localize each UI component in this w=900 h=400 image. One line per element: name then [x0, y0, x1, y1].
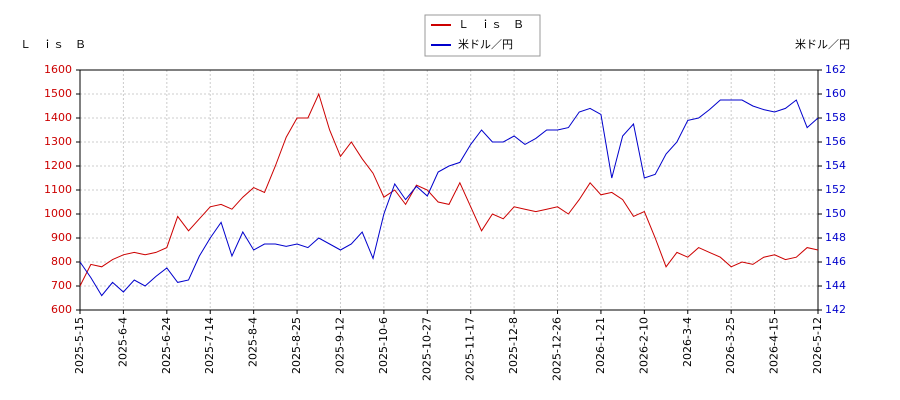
- x-tick-label: 2026-1-21: [594, 317, 607, 374]
- x-tick-label: 2026-5-12: [811, 317, 824, 374]
- y2-tick-label: 150: [825, 207, 846, 220]
- y2-tick-label: 160: [825, 87, 846, 100]
- y-tick-label: 1300: [44, 135, 72, 148]
- x-tick-label: 2025-7-14: [203, 317, 216, 374]
- y-axis-label: Ｌ ｉｓ Ｂ: [20, 38, 86, 51]
- x-tick-label: 2025-6-24: [160, 317, 173, 374]
- line-series: [79, 92, 819, 287]
- y-tick-label: 900: [51, 231, 72, 244]
- x-tick-label: 2026-3-4: [681, 317, 694, 367]
- legend-box: [424, 14, 541, 57]
- x-tick-label: 2026-4-15: [768, 317, 781, 374]
- y-tick-label: 1500: [44, 87, 72, 100]
- plot-frame: [79, 69, 819, 311]
- x-tick-label: 2025-5-15: [73, 317, 86, 374]
- y-tick-label: 1400: [44, 111, 72, 124]
- y2-tick-label: 146: [825, 255, 846, 268]
- y-tick-label: 1000: [44, 207, 72, 220]
- y2-tick-label: 162: [825, 63, 846, 76]
- y2-tick-label: 148: [825, 231, 846, 244]
- y-tick-label: 700: [51, 279, 72, 292]
- x-tick-label: 2025-8-25: [290, 317, 303, 374]
- x-tick-label: 2026-3-25: [724, 317, 737, 374]
- x-tick-label: 2025-10-27: [420, 317, 433, 381]
- x-tick-label: 2025-9-12: [333, 317, 346, 374]
- line-series: [79, 99, 819, 297]
- y2-axis-label: 米ドル／円: [795, 38, 850, 51]
- y2-tick-label: 152: [825, 183, 846, 196]
- x-tick-label: 2025-12-8: [507, 317, 520, 374]
- y-tick-label: 800: [51, 255, 72, 268]
- x-tick-label: 2025-8-4: [247, 317, 260, 367]
- y2-tick-label: 144: [825, 279, 846, 292]
- x-tick-label: 2025-6-4: [116, 317, 129, 367]
- y2-tick-label: 142: [825, 303, 846, 316]
- y-tick-label: 1600: [44, 63, 72, 76]
- y2-tick-label: 156: [825, 135, 846, 148]
- y-tick-label: 1100: [44, 183, 72, 196]
- y2-tick-label: 154: [825, 159, 846, 172]
- x-tick-label: 2025-11-17: [464, 317, 477, 381]
- x-tick-label: 2025-12-26: [551, 317, 564, 381]
- y-tick-label: 600: [51, 303, 72, 316]
- legend-label: Ｌ ｉｓ Ｂ: [458, 18, 524, 31]
- y2-tick-label: 158: [825, 111, 846, 124]
- legend-label: 米ドル／円: [458, 38, 513, 51]
- y-tick-label: 1200: [44, 159, 72, 172]
- x-tick-label: 2025-10-6: [377, 317, 390, 374]
- x-tick-label: 2026-2-10: [637, 317, 650, 374]
